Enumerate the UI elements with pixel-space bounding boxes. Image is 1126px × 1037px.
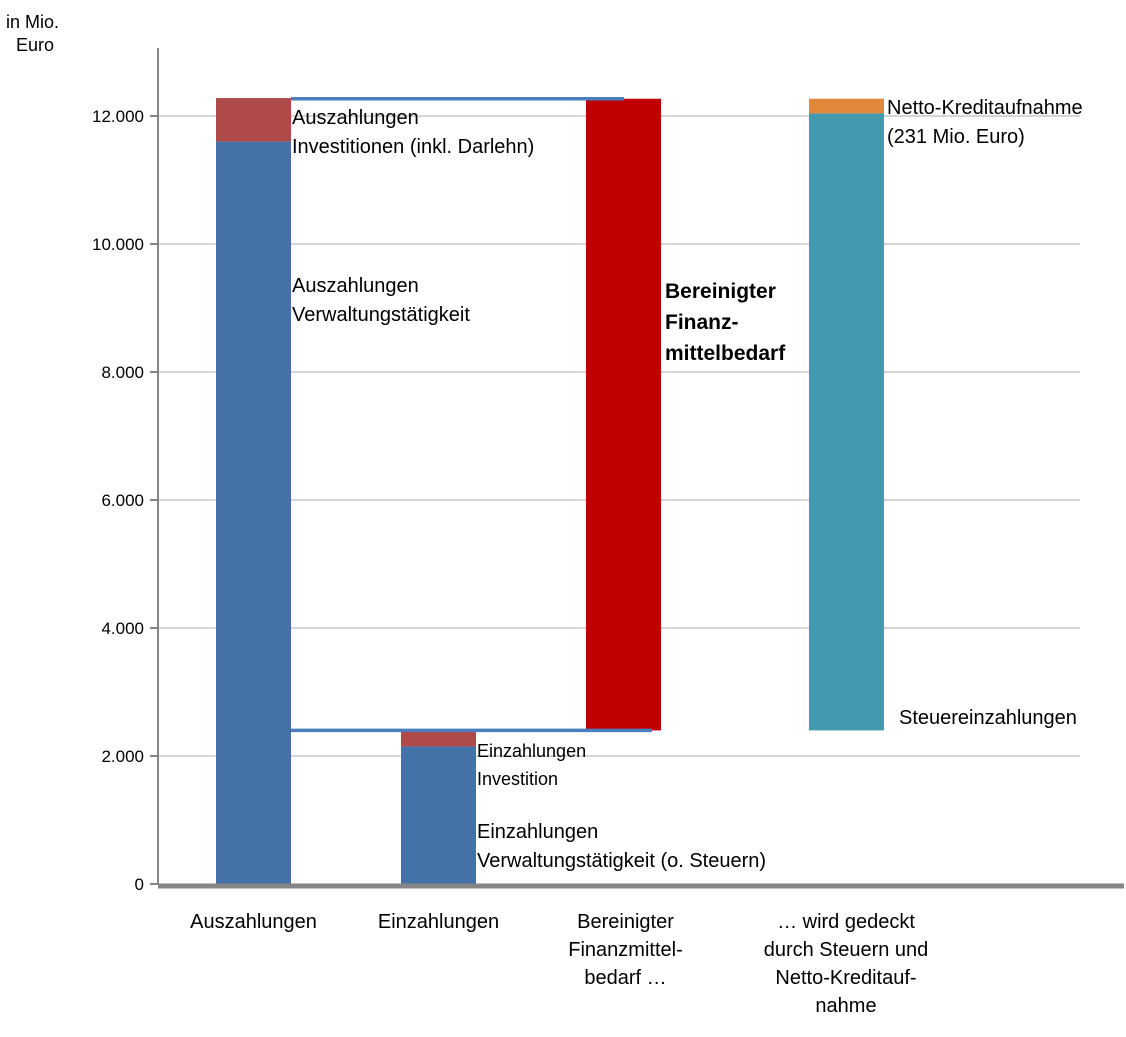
bar-segment-2 [401, 746, 476, 884]
segment-labels: Auszahlungen Verwaltungstätigkeit Auszahlu… [292, 97, 1083, 872]
bar-segment-4 [586, 98, 661, 731]
bar-segment-3 [401, 730, 476, 747]
category-label: Auszahlungen [190, 911, 317, 933]
tick-label: 12.000 [92, 107, 144, 126]
tick-label: 6.000 [101, 491, 144, 510]
segment-label: Auszahlungen Investitionen (inkl. Darlehn… [292, 107, 534, 158]
bar-segment-5 [809, 113, 884, 731]
tick-label: 0 [135, 875, 144, 894]
segment-label: Einzahlungen Verwaltungstätigkeit (o. Ste… [477, 821, 766, 872]
connector-lines [291, 96, 652, 733]
segment-label: Auszahlungen Verwaltungstätigkeit [292, 275, 470, 326]
category-labels: Auszahlungen Einzahlungen Bereinigter Finan… [190, 911, 928, 1017]
segment-label: Netto-Kreditaufnahme (231 Mio. Euro) [887, 97, 1083, 148]
y-axis-unit-label: in Mio. Euro [6, 12, 59, 55]
tick-label: 10.000 [92, 235, 144, 254]
bar-segment-1 [216, 98, 291, 142]
category-label: Bereinigter Finanzmittel-bedarf … [568, 911, 682, 989]
segment-label: Steuereinzahlungen [899, 707, 1077, 729]
bar-segment-6 [809, 98, 884, 114]
bar-segment-0 [216, 141, 291, 885]
segment-label: Einzahlungen Investition [477, 741, 586, 789]
segment-label: Bereinigter Finanz-mittelbedarf [665, 280, 786, 365]
category-label: … wird gedeckt durch Steuern und Netto-Kre… [764, 911, 929, 1017]
bars [216, 98, 884, 885]
tick-label: 2.000 [101, 747, 144, 766]
category-label: Einzahlungen [378, 911, 499, 933]
tick-label: 4.000 [101, 619, 144, 638]
y-axis-unit: in Mio. Euro [6, 12, 59, 55]
y-tick-labels: 0 2.000 4.000 6.000 8.000 10.000 12.000 [92, 107, 158, 894]
axes [157, 48, 1124, 889]
tick-label: 8.000 [101, 363, 144, 382]
